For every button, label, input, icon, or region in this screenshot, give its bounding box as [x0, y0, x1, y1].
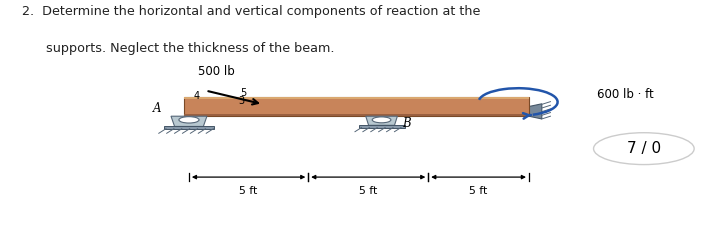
Text: 2.  Determine the horizontal and vertical components of reaction at the: 2. Determine the horizontal and vertical… — [22, 5, 481, 18]
Text: B: B — [402, 117, 410, 130]
Text: 600 lb · ft: 600 lb · ft — [597, 88, 654, 101]
Bar — [184, 114, 529, 116]
Text: 7 / 0: 7 / 0 — [627, 141, 661, 156]
Bar — [164, 126, 214, 129]
Circle shape — [179, 117, 199, 123]
Bar — [184, 97, 529, 116]
Polygon shape — [171, 116, 207, 126]
Text: 4: 4 — [194, 91, 200, 101]
Text: 5 ft: 5 ft — [240, 186, 258, 196]
Text: 500 lb: 500 lb — [198, 65, 235, 78]
Text: 3: 3 — [238, 96, 245, 106]
Text: supports. Neglect the thickness of the beam.: supports. Neglect the thickness of the b… — [22, 42, 335, 55]
Bar — [184, 97, 529, 99]
Polygon shape — [529, 104, 542, 119]
Circle shape — [372, 117, 391, 123]
Circle shape — [593, 133, 694, 165]
Text: 5 ft: 5 ft — [469, 186, 487, 196]
Text: A: A — [153, 102, 162, 115]
Text: 5: 5 — [240, 88, 246, 98]
Polygon shape — [366, 116, 397, 125]
Text: 5 ft: 5 ft — [359, 186, 377, 196]
Bar — [359, 125, 405, 128]
